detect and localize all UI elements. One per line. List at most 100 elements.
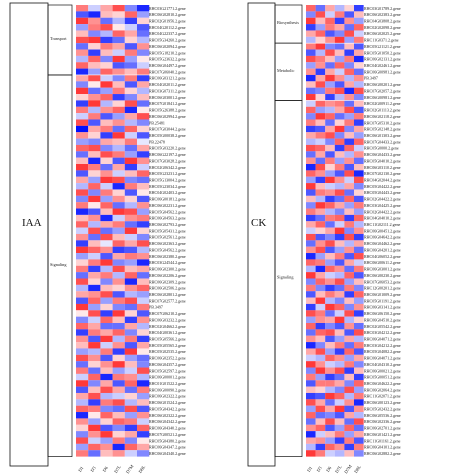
heatmap-cell bbox=[334, 202, 345, 209]
heatmap-cell bbox=[315, 214, 326, 222]
heatmap-cell bbox=[137, 431, 150, 438]
heatmap-cell bbox=[137, 437, 150, 444]
heatmap-cell bbox=[325, 367, 335, 374]
heatmap-cell bbox=[334, 151, 345, 158]
gene-label: RHC06G04462.2.gene bbox=[364, 241, 401, 246]
column-label: D3 bbox=[316, 465, 324, 473]
heatmap-cell bbox=[88, 412, 101, 419]
heatmap-cell bbox=[315, 5, 326, 12]
heatmap-cell bbox=[137, 240, 150, 247]
heatmap-cell bbox=[325, 87, 335, 95]
heatmap-cell bbox=[100, 183, 113, 190]
heatmap-cell bbox=[306, 176, 316, 184]
gene-label: RHC06G02801.2.gene bbox=[149, 292, 186, 297]
heatmap-cell bbox=[315, 284, 326, 292]
heatmap-cell bbox=[315, 24, 326, 31]
heatmap-cell bbox=[325, 74, 335, 82]
heatmap-cell bbox=[354, 450, 364, 457]
heatmap-cell bbox=[112, 49, 125, 56]
heatmap-cell bbox=[76, 208, 89, 215]
heatmap-cell bbox=[344, 335, 355, 343]
heatmap-cell bbox=[334, 354, 345, 362]
heatmap-cell bbox=[88, 297, 101, 304]
heatmap-cell bbox=[325, 227, 335, 235]
heatmap-cell bbox=[334, 291, 345, 298]
gene-label: RHC05G21121.2.gene bbox=[364, 44, 401, 49]
heatmap-cell bbox=[137, 30, 150, 37]
heatmap-cell bbox=[112, 392, 125, 400]
heatmap-cell bbox=[137, 361, 150, 368]
heatmap-cell bbox=[325, 183, 335, 190]
heatmap-cell bbox=[325, 208, 335, 215]
heatmap-cell bbox=[100, 87, 113, 95]
gene-label: RHC07G06210.2.gene bbox=[149, 311, 186, 316]
heatmap-cell bbox=[344, 342, 355, 349]
heatmap-cell bbox=[344, 272, 355, 279]
heatmap-cell bbox=[325, 195, 335, 203]
heatmap-cell bbox=[325, 392, 335, 400]
heatmap-cell bbox=[325, 373, 335, 381]
heatmap-cell bbox=[76, 284, 89, 292]
heatmap-cell bbox=[137, 68, 150, 76]
heatmap-cell bbox=[344, 11, 355, 18]
heatmap-cell bbox=[137, 348, 150, 355]
heatmap-cell bbox=[315, 335, 326, 343]
heatmap-cell bbox=[137, 151, 150, 158]
heatmap-cell bbox=[306, 132, 316, 139]
heatmap-cell bbox=[88, 348, 101, 355]
heatmap-cell bbox=[100, 151, 113, 158]
heatmap-cell bbox=[137, 176, 150, 184]
heatmap-cell bbox=[325, 386, 335, 394]
heatmap-cell bbox=[334, 36, 345, 44]
heatmap-cell bbox=[334, 183, 345, 190]
heatmap-cell bbox=[88, 380, 101, 387]
heatmap-cell bbox=[334, 62, 345, 69]
heatmap-cell bbox=[315, 49, 326, 56]
heatmap-cell bbox=[306, 36, 316, 44]
category-label: Transport bbox=[50, 36, 67, 41]
gene-label: RHC04G04010.2.gene bbox=[364, 216, 401, 221]
heatmap-cell bbox=[88, 157, 101, 165]
heatmap-cell bbox=[137, 380, 150, 387]
gene-label: RHC06G04433.2.gene bbox=[364, 152, 401, 157]
heatmap-cell bbox=[306, 431, 316, 438]
heatmap-cell bbox=[124, 316, 138, 324]
heatmap-cell bbox=[112, 202, 125, 209]
heatmap-cell bbox=[344, 418, 355, 425]
heatmap-cell bbox=[124, 68, 138, 76]
heatmap-cell bbox=[306, 392, 316, 400]
heatmap-cell bbox=[306, 348, 316, 355]
heatmap-cell bbox=[112, 100, 125, 107]
heatmap-cell bbox=[124, 386, 138, 394]
heatmap-cell bbox=[344, 214, 355, 222]
heatmap-cell bbox=[112, 380, 125, 387]
heatmap-cell bbox=[325, 335, 335, 343]
heatmap-cell bbox=[124, 418, 138, 425]
heatmap-cell bbox=[124, 62, 138, 69]
heatmap-cell bbox=[124, 361, 138, 368]
heatmap-cell bbox=[88, 132, 101, 139]
heatmap-cell bbox=[306, 246, 316, 254]
gene-label: RHC06G02383.2.gene bbox=[364, 12, 401, 17]
heatmap-cell bbox=[100, 17, 113, 25]
heatmap-cell bbox=[112, 303, 125, 311]
heatmap-cell bbox=[76, 412, 89, 419]
heatmap-cell bbox=[88, 208, 101, 215]
heatmap-cell bbox=[112, 361, 125, 368]
heatmap-cell bbox=[112, 151, 125, 158]
gene-label: RHC05G03220.2.gene bbox=[149, 146, 186, 151]
heatmap-cell bbox=[76, 443, 89, 451]
heatmap-cell bbox=[325, 240, 335, 247]
heatmap-cell bbox=[100, 246, 113, 254]
heatmap-cell bbox=[315, 342, 326, 349]
heatmap-cell bbox=[334, 424, 345, 432]
heatmap-cell bbox=[325, 253, 335, 260]
gene-label: RHC02G02098.2.gene bbox=[364, 25, 401, 30]
gene-label: RHC06G02118.2.gene bbox=[364, 114, 401, 119]
gene-label: RHC06G06150.2.gene bbox=[364, 311, 401, 316]
heatmap-cell bbox=[306, 214, 316, 222]
heatmap-cell bbox=[334, 87, 345, 95]
heatmap-cell bbox=[137, 450, 150, 457]
heatmap-cell bbox=[124, 399, 138, 406]
heatmap-cell bbox=[88, 24, 101, 31]
